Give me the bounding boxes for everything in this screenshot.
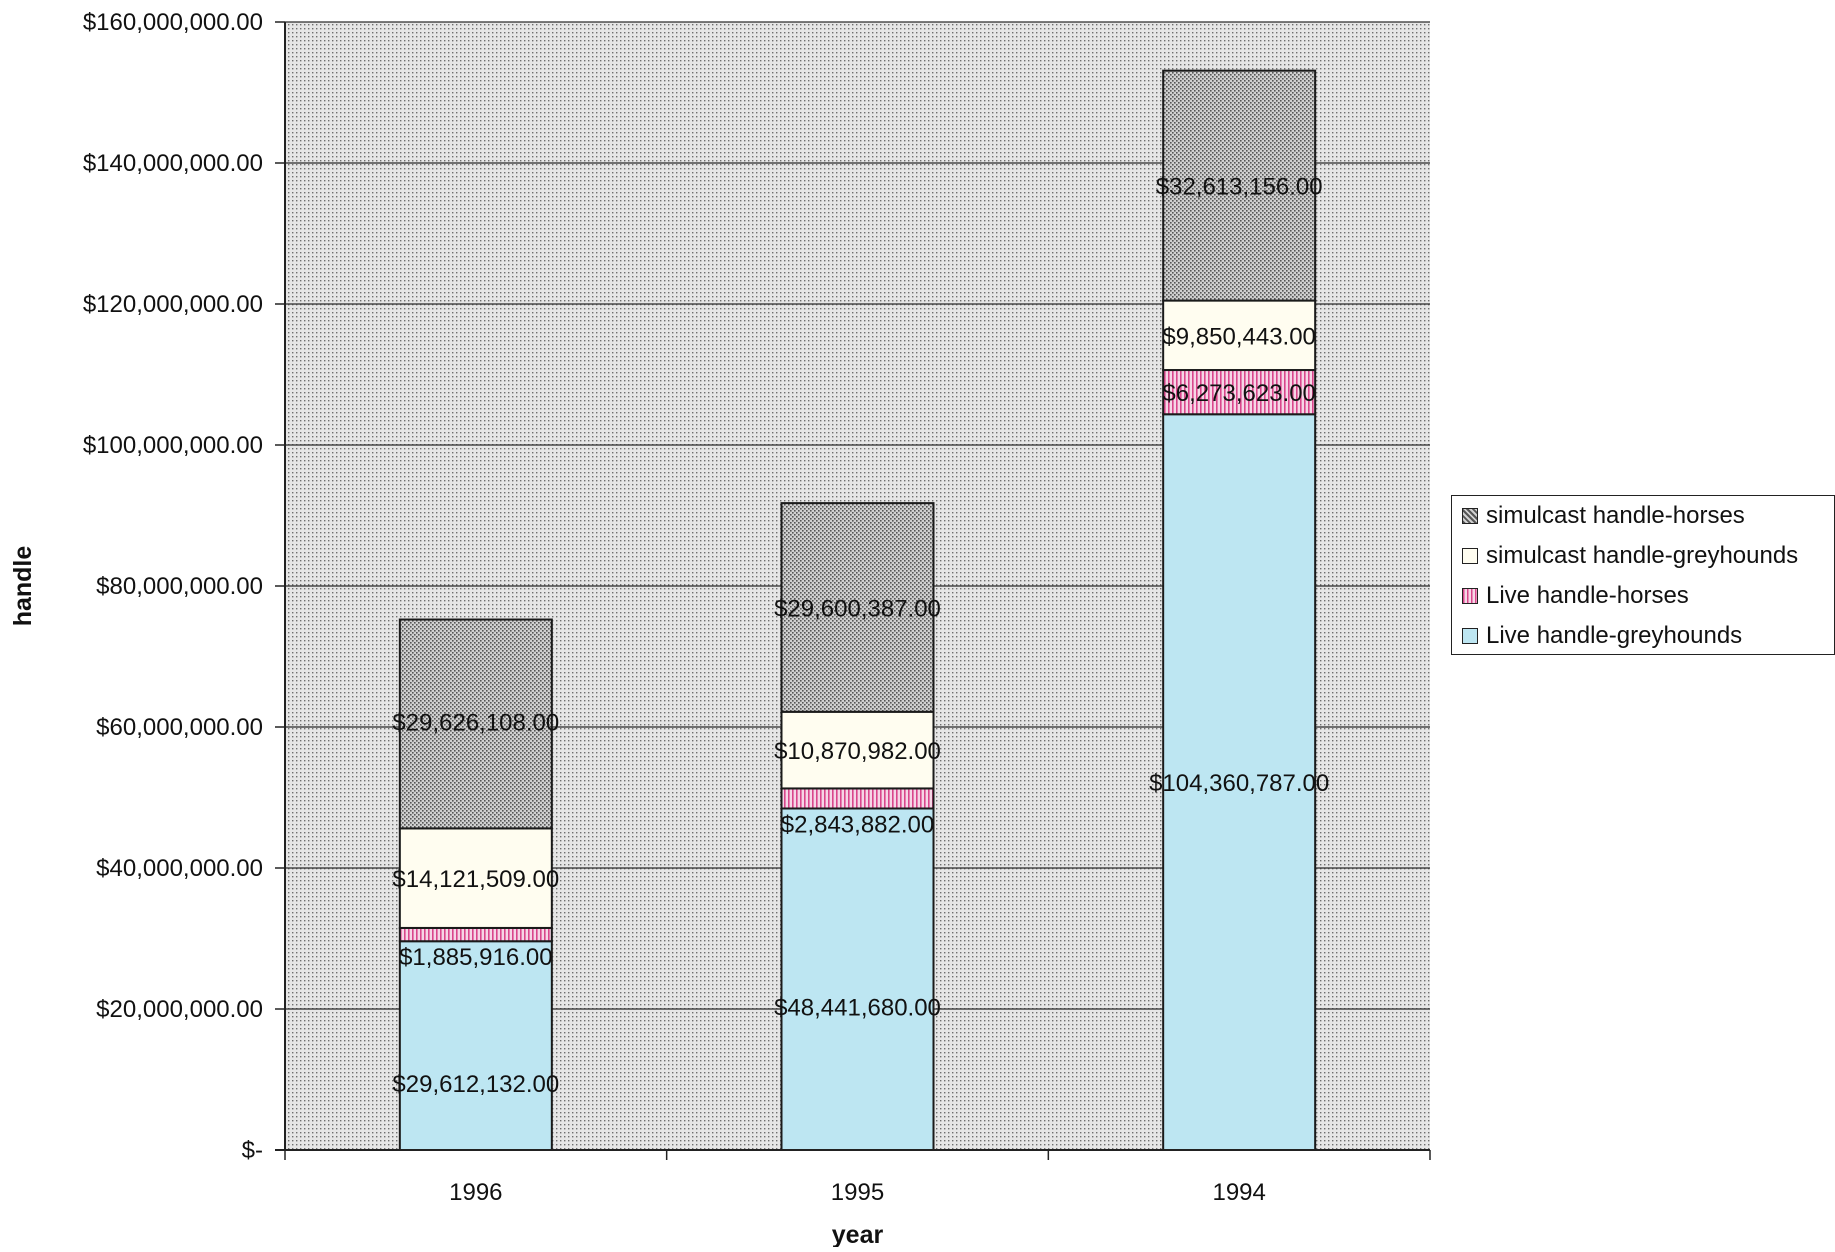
bar-segment [1162, 69, 1317, 302]
y-axis-title: handle [9, 546, 37, 627]
x-tick-label: 1995 [831, 1179, 884, 1206]
legend-swatch [1462, 548, 1478, 564]
bar-segment [398, 926, 553, 943]
legend-label: simulcast handle-greyhounds [1486, 542, 1799, 569]
y-tick-label: $40,000,000.00 [96, 855, 263, 882]
data-label: $29,600,387.00 [774, 595, 941, 622]
bar-segment [398, 618, 553, 830]
data-label: $9,850,443.00 [1162, 323, 1315, 350]
bar-segment [1162, 299, 1317, 372]
legend-item: Live handle-horses [1452, 576, 1834, 616]
data-label: $104,360,787.00 [1149, 770, 1329, 797]
y-tick-label: $60,000,000.00 [96, 714, 263, 741]
y-tick-label: $160,000,000.00 [83, 9, 263, 36]
x-tick-label: 1996 [449, 1179, 502, 1206]
bar-segment [780, 807, 935, 1151]
data-label: $14,121,509.00 [392, 866, 559, 893]
y-tick-label: $100,000,000.00 [83, 432, 263, 459]
legend-item: Live handle-greyhounds [1452, 616, 1834, 656]
chart-legend: simulcast handle-horses simulcast handle… [1451, 495, 1835, 655]
data-label: $6,273,623.00 [1162, 380, 1315, 407]
y-tick-label: $140,000,000.00 [83, 150, 263, 177]
x-tick-label: 1994 [1212, 1179, 1265, 1206]
bar-segment [398, 827, 553, 929]
y-tick-label: $80,000,000.00 [96, 573, 263, 600]
legend-swatch [1462, 508, 1478, 524]
data-label: $32,613,156.00 [1156, 174, 1323, 201]
legend-swatch [1462, 628, 1478, 644]
bar-segment [780, 787, 935, 810]
y-tick-label: $- [242, 1137, 263, 1164]
bar-segment [1162, 369, 1317, 416]
data-label: $29,612,132.00 [392, 1071, 559, 1098]
y-tick-label: $20,000,000.00 [96, 996, 263, 1023]
data-label: $10,870,982.00 [774, 738, 941, 765]
legend-item: simulcast handle-greyhounds [1452, 536, 1834, 576]
bar-segment [780, 710, 935, 790]
bar-segment [398, 940, 553, 1152]
y-tick-label: $120,000,000.00 [83, 291, 263, 318]
data-label: $1,885,916.00 [399, 944, 552, 971]
x-axis-title: year [832, 1221, 884, 1247]
data-label: $2,843,882.00 [781, 811, 934, 838]
legend-label: Live handle-greyhounds [1486, 622, 1743, 649]
legend-label: Live handle-horses [1486, 582, 1689, 609]
data-label: $48,441,680.00 [774, 995, 941, 1022]
bar-segment [780, 502, 935, 713]
legend-item: simulcast handle-horses [1452, 496, 1834, 536]
legend-label: simulcast handle-horses [1486, 502, 1745, 529]
data-label: $29,626,108.00 [392, 709, 559, 736]
legend-swatch [1462, 588, 1478, 604]
